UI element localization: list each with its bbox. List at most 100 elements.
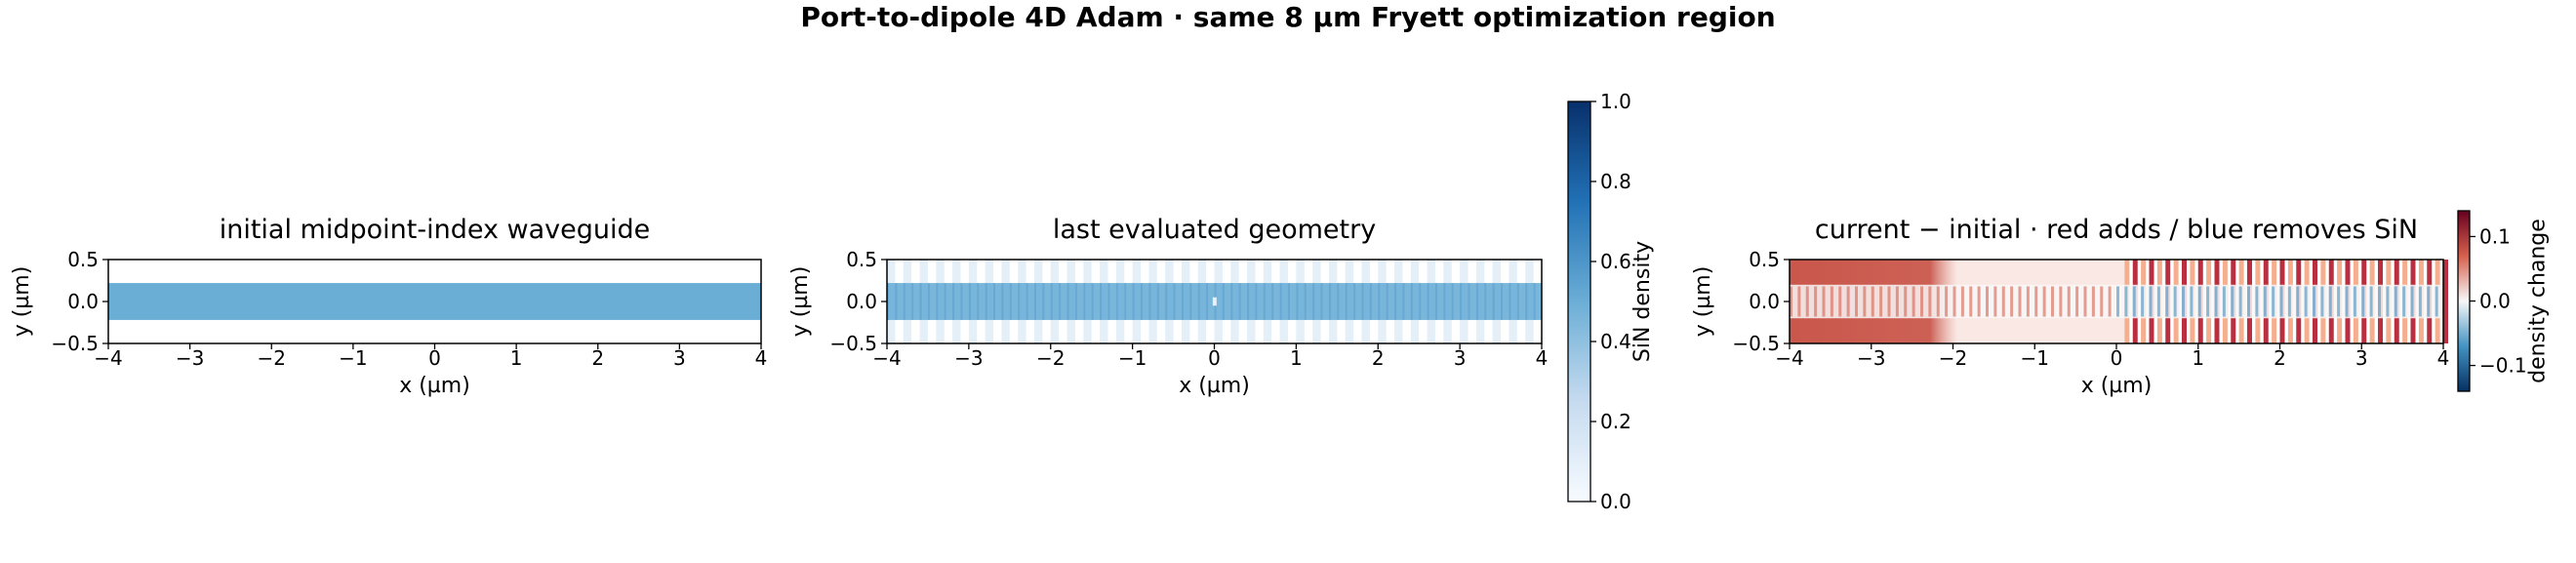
texture-line: [1369, 283, 1372, 320]
core-texture: [1887, 286, 1891, 317]
x-tick-label: 0: [1208, 346, 1221, 370]
y-axis-label: y (µm): [10, 266, 34, 338]
core-texture: [2182, 286, 2185, 317]
core-texture: [1936, 286, 1940, 317]
colorbar: [2457, 210, 2471, 392]
core-texture: [2345, 286, 2349, 317]
x-tick-label: 3: [1454, 346, 1467, 370]
texture-line: [911, 283, 914, 320]
x-tick-label: 0: [2111, 346, 2123, 370]
x-tick-label: −3: [954, 346, 983, 370]
core-texture: [1863, 286, 1867, 317]
texture-line: [1018, 283, 1021, 320]
texture-line: [1173, 283, 1176, 320]
texture-line: [985, 283, 987, 320]
core-texture: [2361, 286, 2365, 317]
core-texture: [2369, 286, 2373, 317]
x-tick-label: −1: [2021, 346, 2049, 370]
colorbar-tick-label: 0.1: [2479, 224, 2511, 248]
x-tick-label: 2: [1372, 346, 1385, 370]
texture-line: [1001, 283, 1004, 320]
texture-line: [1255, 283, 1258, 320]
core-texture: [2435, 286, 2438, 317]
texture-line: [1181, 283, 1184, 320]
x-tick-label: 1: [2192, 346, 2204, 370]
x-tick-label: 1: [1290, 346, 1303, 370]
core-texture: [2378, 286, 2381, 317]
x-tick-label: 2: [2274, 346, 2286, 370]
texture-line: [1533, 283, 1536, 320]
texture-line: [1492, 283, 1495, 320]
panel-title: current − initial · red adds / blue remo…: [1815, 215, 2418, 245]
texture-line: [1156, 283, 1159, 320]
gap: [1212, 297, 1217, 306]
core-texture: [2427, 286, 2431, 317]
texture-line: [1230, 283, 1233, 320]
texture-line: [1141, 283, 1144, 320]
texture-line: [1206, 283, 1209, 320]
texture-line: [1189, 283, 1192, 320]
plot-area: [108, 283, 761, 320]
core-texture: [1846, 286, 1850, 317]
core-texture: [2001, 286, 2005, 317]
y-tick-label: −0.5: [51, 332, 99, 355]
core-texture: [2141, 286, 2145, 317]
core-texture: [1977, 286, 1981, 317]
panel-title: initial midpoint-index waveguide: [220, 215, 651, 245]
core-texture: [2075, 286, 2079, 317]
texture-line: [1263, 283, 1266, 320]
texture-line: [1361, 283, 1364, 320]
colorbar-tick-label: 0.6: [1600, 250, 1631, 273]
y-tick-label: 0.5: [846, 248, 877, 271]
core-texture: [1790, 286, 1792, 317]
colorbar-label: SiN density: [1630, 241, 1655, 362]
core-texture: [1855, 286, 1858, 317]
core-texture: [1952, 286, 1956, 317]
core-texture: [2279, 286, 2283, 317]
x-tick-label: −2: [258, 346, 286, 370]
x-tick-label: −3: [1857, 346, 1885, 370]
texture-line: [1419, 283, 1422, 320]
y-tick-label: −0.5: [1732, 332, 1780, 355]
core-texture: [2337, 286, 2341, 317]
texture-line: [1410, 283, 1413, 320]
x-axis-label: x (µm): [2081, 374, 2153, 398]
texture-line: [1107, 283, 1110, 320]
x-tick-label: −2: [1036, 346, 1065, 370]
texture-line: [903, 283, 906, 320]
core-texture: [1879, 286, 1883, 317]
x-tick-label: −2: [1939, 346, 1967, 370]
core-texture: [2116, 286, 2119, 317]
texture-line: [1067, 283, 1069, 320]
texture-line: [1427, 283, 1429, 320]
texture-line: [1475, 283, 1478, 320]
colorbar-tick-label: 0.4: [1600, 330, 1631, 353]
core-texture: [2018, 286, 2022, 317]
core-texture: [2124, 286, 2128, 317]
texture-line: [1247, 283, 1250, 320]
colorbar-tick-label: −0.1: [2479, 354, 2527, 378]
texture-line: [1287, 283, 1290, 320]
texture-line: [1042, 283, 1045, 320]
x-tick-label: −1: [339, 346, 367, 370]
texture-line: [1074, 283, 1077, 320]
texture-line: [968, 283, 971, 320]
core-texture: [2067, 286, 2071, 317]
y-tick-label: −0.5: [829, 332, 877, 355]
texture-line: [887, 283, 889, 320]
core-texture: [2231, 286, 2234, 317]
core-texture: [2156, 286, 2160, 317]
x-tick-label: −1: [1118, 346, 1147, 370]
core-texture: [1986, 286, 1989, 317]
x-tick-label: 4: [1536, 346, 1549, 370]
texture-line: [1345, 283, 1348, 320]
texture-line: [1468, 283, 1470, 320]
core-texture: [2328, 286, 2332, 317]
core-texture: [2313, 286, 2315, 317]
change-stripe: [2443, 260, 2448, 343]
core-texture: [1928, 286, 1932, 317]
core-texture: [1822, 286, 1826, 317]
x-tick-label: 3: [673, 346, 686, 370]
texture-line: [1115, 283, 1118, 320]
core-texture: [2165, 286, 2169, 317]
